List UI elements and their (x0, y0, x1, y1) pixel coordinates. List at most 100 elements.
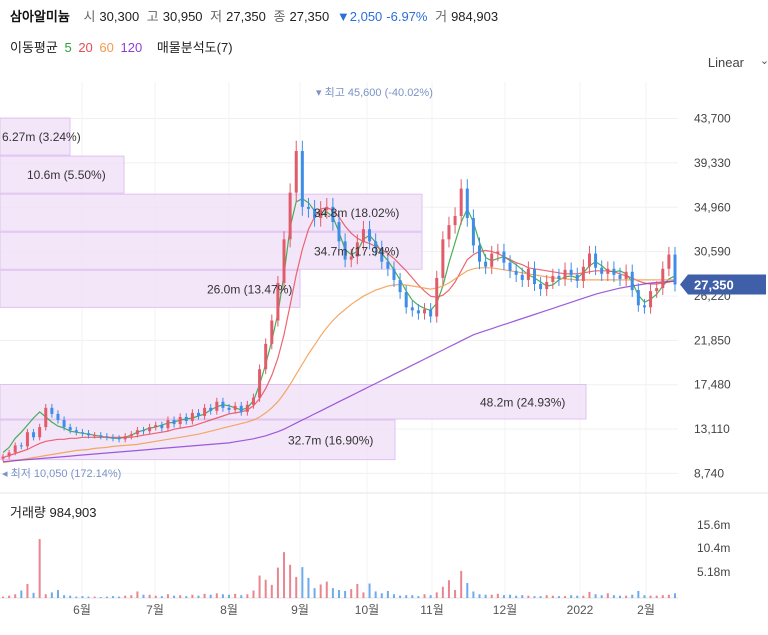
indicator-row: 이동평균 5 20 60 120 매물분석도(7) (10, 37, 236, 56)
ma-60[interactable]: 60 (99, 40, 114, 55)
volume-bar (637, 590, 640, 598)
volume-bar (447, 580, 450, 598)
candle-body (392, 268, 396, 280)
candle-body (374, 241, 378, 249)
candle-body (429, 309, 433, 317)
ma-120[interactable]: 120 (120, 40, 143, 55)
ma-label[interactable]: 이동평균 (10, 40, 58, 55)
volume-bar (111, 596, 114, 598)
candle-body (343, 241, 347, 260)
scale-mode-value: Linear (707, 55, 744, 70)
volume-bar (631, 594, 634, 598)
candle-body (636, 290, 640, 306)
candle-body (19, 445, 23, 447)
candle-body (129, 434, 133, 437)
volume-bar (643, 595, 646, 598)
stock-name[interactable]: 삼아알미늄 (10, 9, 70, 24)
volume-bar (142, 594, 145, 598)
volume-bar (148, 594, 151, 598)
volume-bar (490, 594, 493, 598)
candle-body (56, 413, 60, 421)
x-tick-label: 10월 (355, 603, 379, 617)
volume-bar (276, 567, 279, 598)
change-value: ▼2,050 (336, 9, 383, 24)
candle-body (44, 407, 48, 428)
volume-bar (460, 570, 463, 598)
candle-body (251, 397, 255, 405)
volume-label: 거 (435, 9, 448, 24)
volume-tick-label: 15.6m (697, 518, 730, 532)
volume-profile-label: 10.6m (5.50%) (27, 168, 106, 182)
candle-body (196, 412, 200, 416)
candle-body (563, 269, 567, 279)
candle-body (667, 254, 671, 269)
volume-bar (509, 594, 512, 598)
volume-value: 984,903 (451, 9, 499, 24)
ma-5[interactable]: 5 (64, 40, 72, 55)
volume-bar (570, 595, 573, 598)
candle-body (154, 425, 158, 428)
volume-bar (454, 590, 457, 598)
volume-bar (136, 591, 139, 598)
volume-bar (289, 564, 292, 598)
candle-body (209, 407, 213, 411)
volume-bar (44, 594, 47, 598)
candle-body (606, 268, 610, 274)
volume-bar (466, 583, 469, 598)
candle-body (178, 416, 182, 425)
volume-bar (56, 590, 59, 598)
volume-bar (215, 593, 218, 598)
volume-bar (399, 595, 402, 598)
volume-bar (203, 593, 206, 598)
candle-body (465, 188, 469, 219)
candle-body (135, 430, 139, 435)
candle-body (423, 309, 427, 314)
candle-body (661, 268, 665, 289)
volume-panel-title: 거래량 984,903 (10, 502, 97, 521)
volume-bar (484, 594, 487, 598)
candle-body (355, 242, 359, 257)
volume-bar (228, 594, 231, 598)
volume-bar (515, 595, 518, 598)
candle-body (215, 401, 219, 411)
open-label: 시 (83, 9, 96, 24)
volume-panel-label: 거래량 (10, 505, 46, 520)
volume-bar (362, 592, 365, 598)
volume-bar (344, 590, 347, 598)
price-summary: 삼아알미늄 시 30,300 고 30,950 저 27,350 종 27,350 ▼2… (10, 6, 502, 25)
scale-mode-dropdown[interactable]: Linear ⌄ (707, 55, 768, 70)
candle-body (300, 151, 304, 207)
candle-body (496, 251, 500, 254)
candle-body (13, 445, 17, 453)
volume-bar (2, 596, 4, 598)
current-price-value: 27,350 (694, 278, 734, 293)
volume-bar (612, 595, 615, 598)
volume-bar (93, 596, 96, 598)
ma-20[interactable]: 20 (78, 40, 93, 55)
x-tick-label: 2022 (567, 603, 594, 617)
chevron-down-icon: ⌄ (759, 55, 768, 67)
candle-body (313, 208, 317, 219)
candle-body (459, 188, 463, 216)
volume-bar (539, 596, 542, 598)
volume-bar (87, 596, 90, 598)
volume-profile-bar (0, 383, 587, 420)
candle-body (600, 267, 604, 274)
volume-profile-label: 48.2m (24.93%) (480, 395, 565, 409)
volume-bar (221, 594, 224, 598)
volume-bar (319, 584, 322, 598)
volume-bar (576, 595, 579, 598)
volume-bar (191, 594, 194, 598)
candle-body (624, 271, 628, 279)
volume-bar (417, 596, 420, 598)
y-tick-label: 30,590 (694, 245, 731, 259)
volume-bar (246, 594, 249, 598)
volume-bar (240, 595, 243, 598)
volume-profile-label[interactable]: 매물분석도(7) (156, 40, 233, 55)
volume-bar (63, 595, 66, 598)
candle-body (172, 420, 176, 425)
high-annotation: ▾ 최고 45,600 (-40.02%) (316, 86, 433, 99)
volume-profile-label: 26.0m (13.47%) (207, 282, 292, 296)
candle-body (642, 305, 646, 308)
